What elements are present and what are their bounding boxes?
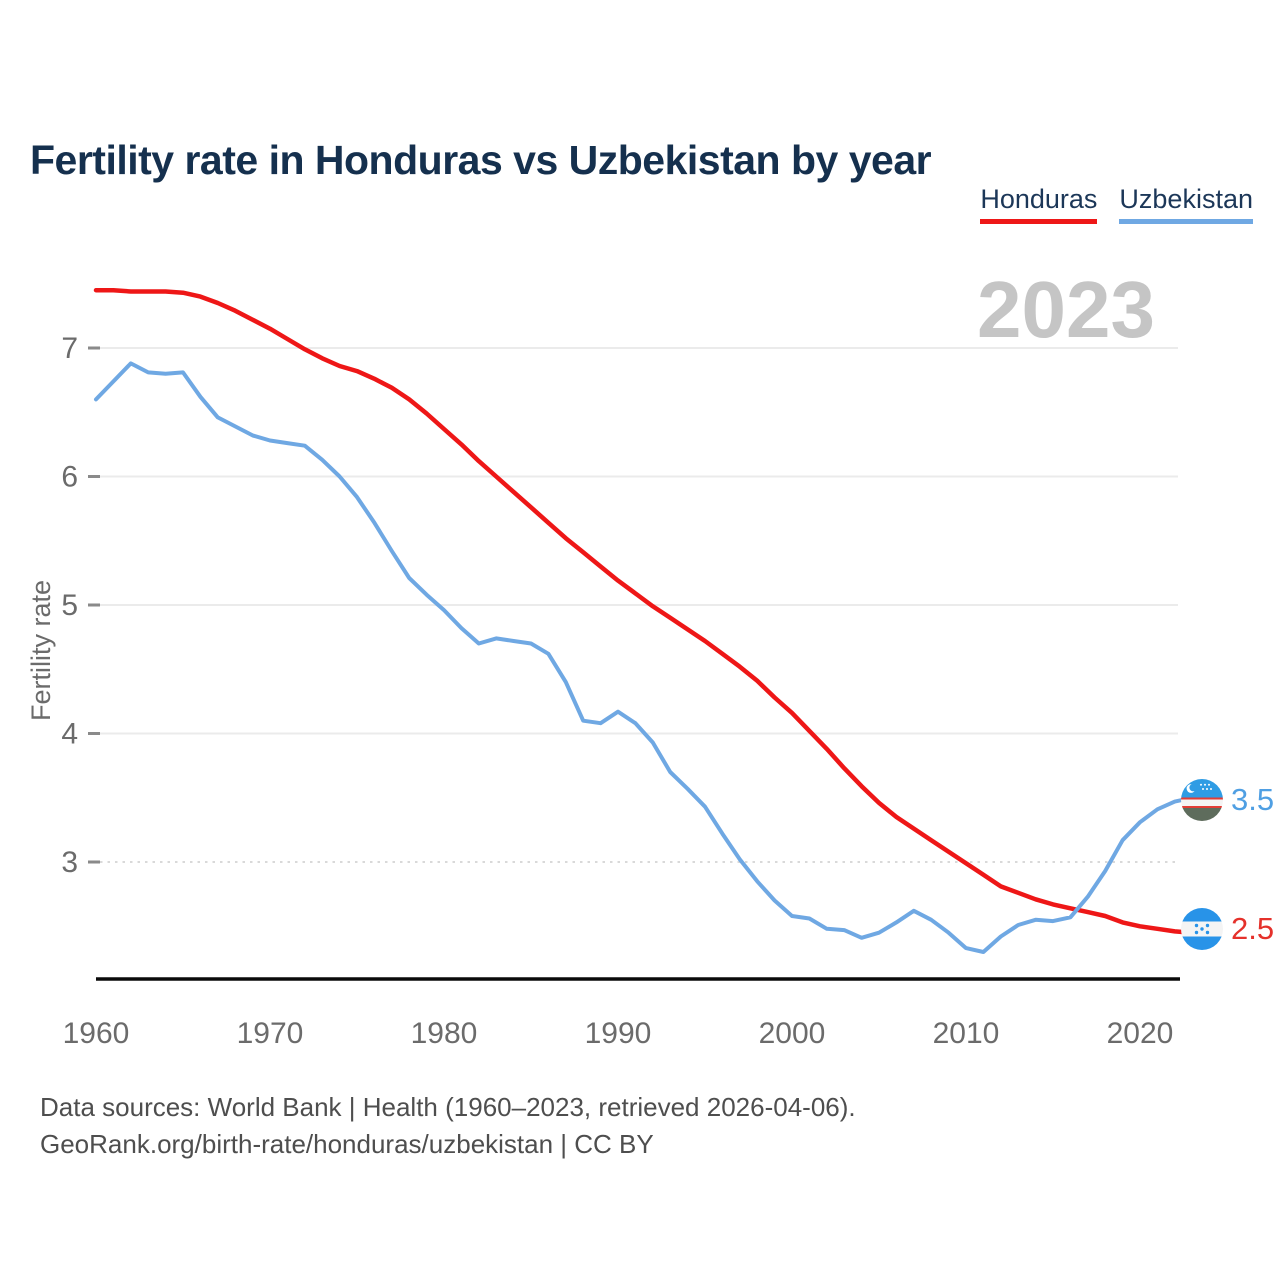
y-tick-label-6: 6 [61, 461, 78, 494]
honduras-flag-icon [1181, 908, 1223, 950]
legend: Honduras Uzbekistan [980, 184, 1253, 224]
legend-item-uzbekistan[interactable]: Uzbekistan [1119, 184, 1253, 224]
x-tick-label-2000: 2000 [759, 1017, 826, 1050]
y-tick-label-3: 3 [61, 846, 78, 879]
footer: Data sources: World Bank | Health (1960–… [40, 1089, 856, 1163]
footer-data-sources: Data sources: World Bank | Health (1960–… [40, 1092, 856, 1122]
legend-label-uzbekistan: Uzbekistan [1119, 184, 1253, 214]
y-tick-label-4: 4 [61, 718, 78, 751]
x-tick-label-1980: 1980 [411, 1017, 478, 1050]
x-tick-label-2020: 2020 [1107, 1017, 1174, 1050]
uzbekistan-flag-icon [1181, 779, 1223, 821]
y-tick-label-5: 5 [61, 589, 78, 622]
x-tick-label-1990: 1990 [585, 1017, 652, 1050]
year-watermark: 2023 [977, 265, 1155, 354]
series-line-honduras[interactable] [93, 287, 1195, 935]
endpoint-label-honduras: 2.5 [1181, 908, 1274, 950]
x-tick-label-2010: 2010 [933, 1017, 1000, 1050]
series-line-uzbekistan[interactable] [94, 361, 1195, 954]
endpoint-value-uzbekistan: 3.5 [1231, 782, 1275, 817]
x-tick-label-1970: 1970 [237, 1017, 304, 1050]
y-axis-title: Fertility rate [26, 579, 56, 721]
x-tick-label-1960: 1960 [63, 1017, 130, 1050]
page-title: Fertility rate in Honduras vs Uzbekistan… [30, 137, 932, 184]
y-tick-label-7: 7 [61, 332, 78, 365]
endpoint-label-uzbekistan: 3.5 [1181, 779, 1274, 821]
endpoint-value-honduras: 2.5 [1231, 911, 1275, 946]
footer-attribution: GeoRank.org/birth-rate/honduras/uzbekist… [40, 1129, 654, 1159]
legend-item-honduras[interactable]: Honduras [980, 184, 1098, 224]
legend-label-honduras: Honduras [980, 184, 1098, 214]
